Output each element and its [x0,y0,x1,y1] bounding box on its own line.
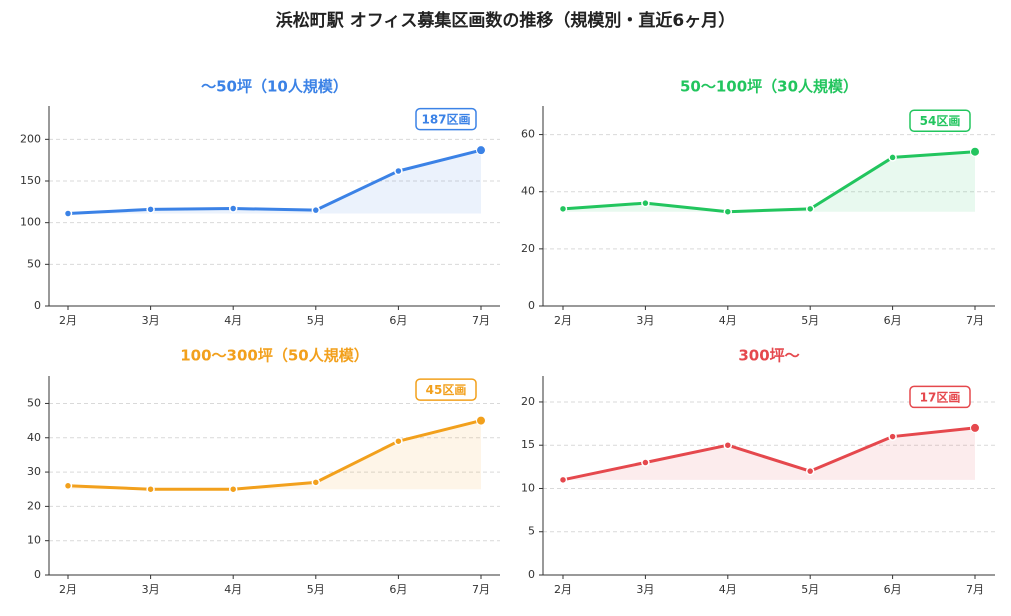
data-point [558,475,568,485]
chart-panel-4: 300坪〜 0 5 10 15 20 2月 3月 4月 5月 6月 7月 17区画 [521,347,995,596]
series-line [66,148,483,215]
data-point [723,207,733,216]
y-tick-label: 30 [27,465,41,478]
callout-box [415,378,477,401]
latest-value-callout: 45区画 [415,378,477,401]
panel-title: 300坪〜 [738,347,799,365]
x-tick-label: 6月 [884,583,902,596]
data-point [228,204,238,213]
y-tick-label: 10 [27,534,41,547]
callout-label: 187区画 [421,113,470,127]
data-point [476,415,486,426]
y-tick-label: 150 [20,174,41,187]
x-tick-label: 3月 [636,314,654,327]
y-tick-label: 20 [521,395,535,408]
callout-label: 54区画 [920,114,961,128]
data-point [394,166,403,176]
data-point [970,422,980,433]
callout-box [909,109,971,132]
y-tick-label: 60 [521,128,535,141]
y-tick-label: 40 [521,185,535,198]
x-tick-label: 5月 [801,583,819,596]
y-tick-label: 5 [528,525,535,538]
x-tick-label: 4月 [719,583,737,596]
x-tick-label: 7月 [472,583,490,596]
callout-label: 45区画 [426,383,467,397]
series-area [68,150,481,214]
x-tick-label: 4月 [224,583,242,596]
series-area [563,427,975,480]
data-point [888,153,897,162]
x-tick-label: 2月 [59,583,77,596]
x-tick-label: 2月 [59,314,77,327]
callout-box [415,107,477,131]
x-tick-label: 6月 [389,583,407,596]
panel-title: 〜50坪（10人規模） [201,78,348,96]
data-point [641,198,650,208]
x-tick-label: 3月 [142,314,160,327]
series-area [563,151,975,212]
x-tick-label: 3月 [636,583,654,596]
data-point [970,146,980,157]
series-line [561,426,977,482]
data-point [805,466,815,476]
x-tick-label: 2月 [554,583,572,596]
latest-value-callout: 17区画 [909,385,971,409]
series-line [66,419,483,491]
y-tick-label: 100 [20,216,41,229]
data-point [146,205,155,214]
latest-value-callout: 54区画 [909,109,971,132]
x-tick-label: 7月 [966,314,984,327]
y-tick-label: 40 [27,431,41,444]
data-point [311,205,321,215]
x-tick-label: 6月 [884,314,902,327]
y-tick-label: 0 [34,568,41,581]
x-tick-label: 7月 [472,314,490,327]
data-point [146,484,155,494]
callout-label: 17区画 [920,390,961,404]
x-tick-label: 4月 [719,314,737,327]
y-tick-label: 10 [521,481,535,494]
x-tick-label: 5月 [307,314,325,327]
chart-panel-2: 50〜100坪（30人規模） 0 20 40 60 2月 3月 4月 5月 6月 7月 54区画 [521,78,995,327]
data-point [888,432,897,441]
series-line [561,150,977,214]
y-tick-label: 50 [27,257,41,270]
data-point [394,436,403,446]
x-tick-label: 5月 [307,583,325,596]
panel-title: 100〜300坪（50人規模） [180,347,369,365]
y-tick-label: 200 [20,132,41,145]
data-point [641,458,650,467]
data-point [63,209,73,218]
data-point [476,145,486,156]
x-tick-label: 3月 [142,583,160,596]
latest-value-callout: 187区画 [415,107,477,131]
data-point [63,481,73,491]
data-point [311,478,321,487]
series-area [68,420,481,490]
y-tick-label: 50 [27,396,41,409]
callout-box [909,385,971,409]
main-title: 浜松町駅 オフィス募集区画数の推移（規模別・直近6ヶ月） [275,11,736,31]
data-point [228,484,238,494]
y-tick-label: 0 [34,299,41,312]
chart-panel-1: 〜50坪（10人規模） 0 50 100 150 200 2月 3月 4月 5月 6月 7月 187区画 [20,78,500,327]
x-tick-label: 2月 [554,314,572,327]
data-point [805,204,815,214]
y-tick-label: 20 [27,499,41,512]
x-tick-label: 7月 [966,583,984,596]
x-tick-label: 6月 [389,314,407,327]
data-point [558,204,568,214]
y-tick-label: 15 [521,438,535,451]
x-tick-label: 5月 [801,314,819,327]
y-tick-label: 0 [528,568,535,581]
x-tick-label: 4月 [224,314,242,327]
y-tick-label: 20 [521,242,535,255]
chart-panel-3: 100〜300坪（50人規模） 0 10 20 30 40 50 2月 3月 4月 5月 6月 7月 45… [27,347,500,596]
panel-title: 50〜100坪（30人規模） [680,78,858,96]
y-tick-label: 0 [528,299,535,312]
data-point [723,440,733,450]
